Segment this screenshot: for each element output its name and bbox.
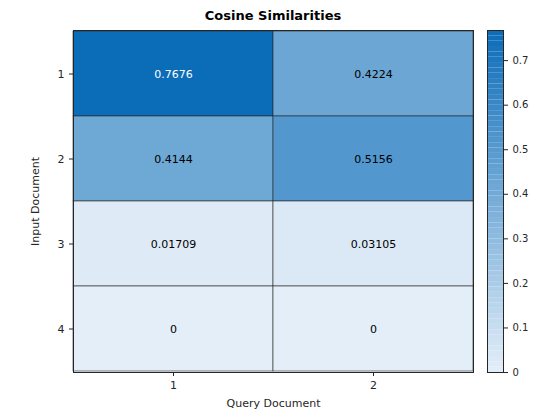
svg-text:1: 1: [58, 68, 65, 81]
svg-text:0: 0: [370, 323, 377, 336]
html-text:Cosine Similarities: Cosine Similarities: [204, 8, 342, 23]
svg-text:0.1: 0.1: [513, 322, 529, 333]
svg-text:0.4: 0.4: [513, 188, 529, 199]
svg-text:0.2: 0.2: [513, 278, 529, 289]
svg-text:0.5: 0.5: [513, 144, 529, 155]
svg-text:0.03105: 0.03105: [351, 238, 397, 251]
svg-text:0: 0: [170, 323, 177, 336]
svg-text:0.01709: 0.01709: [151, 238, 197, 251]
svg-text:3: 3: [58, 238, 65, 251]
svg-text:1: 1: [170, 379, 177, 392]
svg-text:0: 0: [513, 367, 519, 378]
svg-text:0.7: 0.7: [513, 55, 529, 66]
svg-text:0.4144: 0.4144: [154, 153, 193, 166]
svg-text:0.5156: 0.5156: [354, 153, 393, 166]
svg-text:0.6: 0.6: [513, 99, 529, 110]
svg-text:4: 4: [58, 323, 65, 336]
svg-text:0.7676: 0.7676: [154, 68, 193, 81]
svg-text:2: 2: [58, 153, 65, 166]
svg-text:2: 2: [370, 379, 377, 392]
svg-text:Input Document: Input Document: [29, 156, 42, 246]
svg-text:0.4224: 0.4224: [354, 68, 393, 81]
svg-text:0.3: 0.3: [513, 233, 529, 244]
svg-text:Query Document: Query Document: [227, 397, 322, 410]
